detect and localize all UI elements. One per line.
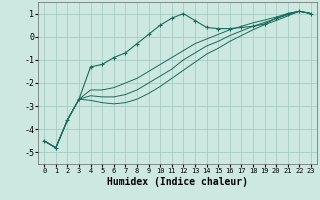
X-axis label: Humidex (Indice chaleur): Humidex (Indice chaleur) (107, 177, 248, 187)
